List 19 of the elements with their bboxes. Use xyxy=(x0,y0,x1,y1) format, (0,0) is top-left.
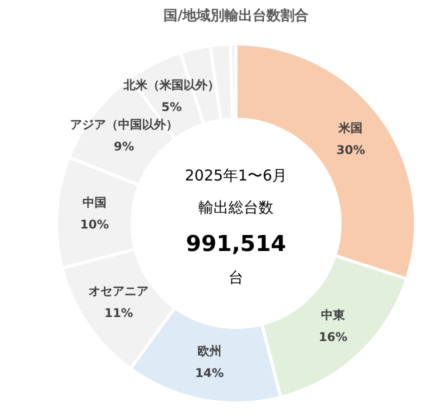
slice-label: オセアニア xyxy=(88,284,149,298)
slice-label: 中東 xyxy=(321,308,346,322)
data-label: 16% xyxy=(318,330,348,344)
chart-title: 国/地域別輸出台数割合 xyxy=(163,7,309,24)
data-label: 11% xyxy=(104,306,134,320)
text: 991,514 xyxy=(186,232,286,258)
data-label: 10% xyxy=(80,218,109,232)
data-label: 14% xyxy=(195,366,224,380)
slice-label: 米国 xyxy=(338,121,363,136)
text: 輸出総台数 xyxy=(198,198,274,216)
slice-label: アジア（中国以外） xyxy=(70,118,178,132)
data-label: 5% xyxy=(161,100,182,114)
text: 2025年1〜6月 xyxy=(184,166,288,184)
slice-label: 欧州 xyxy=(197,344,222,358)
text: 台 xyxy=(228,268,244,286)
data-label: 9% xyxy=(114,140,134,154)
slice-label: 北米（米国以外） xyxy=(122,78,220,92)
data-label: 30% xyxy=(336,143,366,158)
slice-label: 中国 xyxy=(82,196,106,210)
